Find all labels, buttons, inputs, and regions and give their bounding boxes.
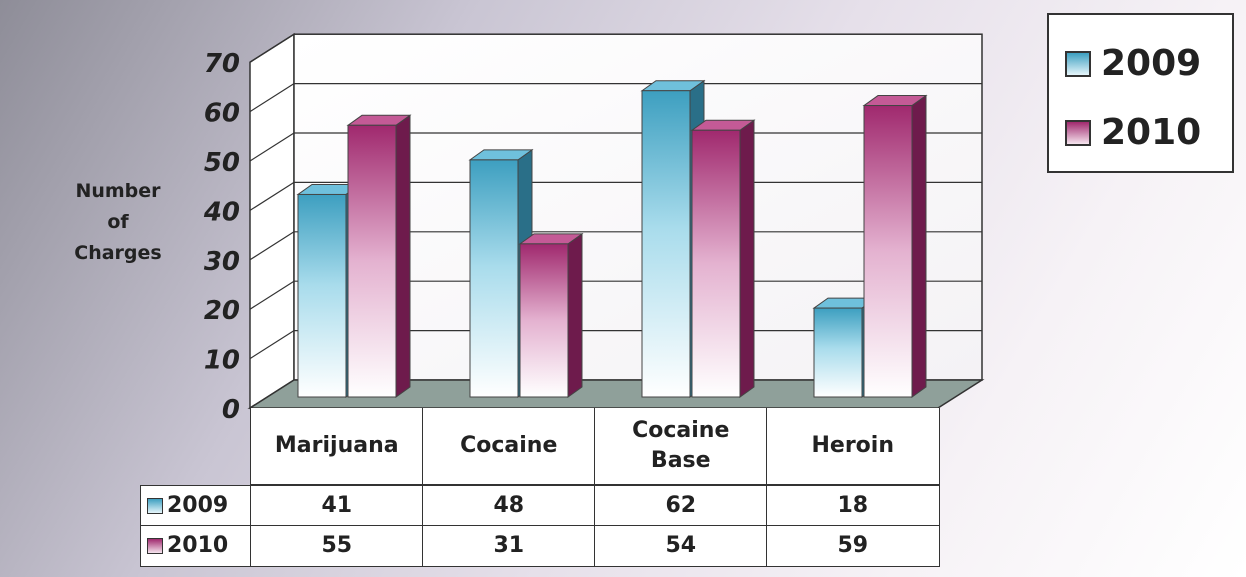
table-cell: 59 (766, 525, 940, 567)
bar-2009-2 (641, 90, 691, 398)
y-tick-label: 40 (203, 197, 240, 227)
y-tick-label: 50 (204, 148, 240, 178)
legend-swatch-2009 (1065, 50, 1091, 77)
y-tick-label: 10 (204, 346, 240, 376)
bar-side-2010-3 (911, 94, 927, 398)
legend-item-2010: 2010 (1065, 112, 1201, 153)
bar-2010-1 (519, 243, 569, 398)
gridline-side (249, 330, 295, 360)
gridline-side (249, 181, 295, 211)
gridline-side (249, 280, 295, 310)
bar-2009-0 (297, 193, 347, 398)
table-cell: 41 (250, 485, 424, 527)
table-cell: 18 (766, 485, 940, 527)
bar-2010-0 (347, 124, 397, 398)
gridline-side (249, 33, 295, 63)
data-table: Marijuana Cocaine Cocaine Base Heroin 2009 41… (140, 408, 940, 567)
table-cell: 54 (594, 525, 768, 567)
table-cell: 55 (250, 525, 424, 567)
gridline-side (249, 231, 295, 261)
table-series-name: 2010 (167, 532, 229, 558)
table-series-name: 2009 (167, 492, 229, 518)
bar-2010-2 (691, 129, 741, 398)
bar-2009-1 (469, 159, 519, 398)
table-cell: 62 (594, 485, 768, 527)
table-category-header: Marijuana (250, 408, 424, 485)
y-tick-label: 0 (222, 395, 240, 425)
table-series-label: 2009 (140, 485, 252, 527)
bar-side-2010-2 (739, 119, 755, 398)
table-cell: 31 (422, 525, 596, 567)
table-category-header: Heroin (766, 408, 940, 485)
legend-label-2010: 2010 (1101, 112, 1202, 153)
bar-side-2010-1 (567, 232, 583, 398)
table-swatch-2009 (147, 497, 163, 514)
y-tick-label: 20 (204, 296, 240, 326)
bar-2009-3 (813, 307, 863, 398)
table-cell: 48 (422, 485, 596, 527)
legend: 2009 2010 (1047, 13, 1234, 173)
legend-swatch-2010 (1065, 119, 1091, 146)
legend-label-2009: 2009 (1101, 43, 1202, 84)
bar-2010-3 (863, 105, 913, 398)
gridline-side (249, 83, 295, 113)
y-tick-label: 30 (204, 247, 240, 277)
gridline-side (249, 132, 295, 162)
legend-item-2009: 2009 (1065, 43, 1201, 84)
y-tick-label: 60 (204, 99, 240, 129)
y-axis-label: Number of Charges (74, 180, 162, 264)
table-swatch-2010 (147, 537, 163, 554)
y-tick-label: 70 (204, 49, 240, 79)
table-category-header: Cocaine (422, 408, 596, 485)
table-category-header: Cocaine Base (594, 408, 768, 485)
bar-side-2010-0 (395, 114, 411, 398)
side-wall (249, 32, 295, 410)
table-series-label: 2010 (140, 525, 252, 567)
